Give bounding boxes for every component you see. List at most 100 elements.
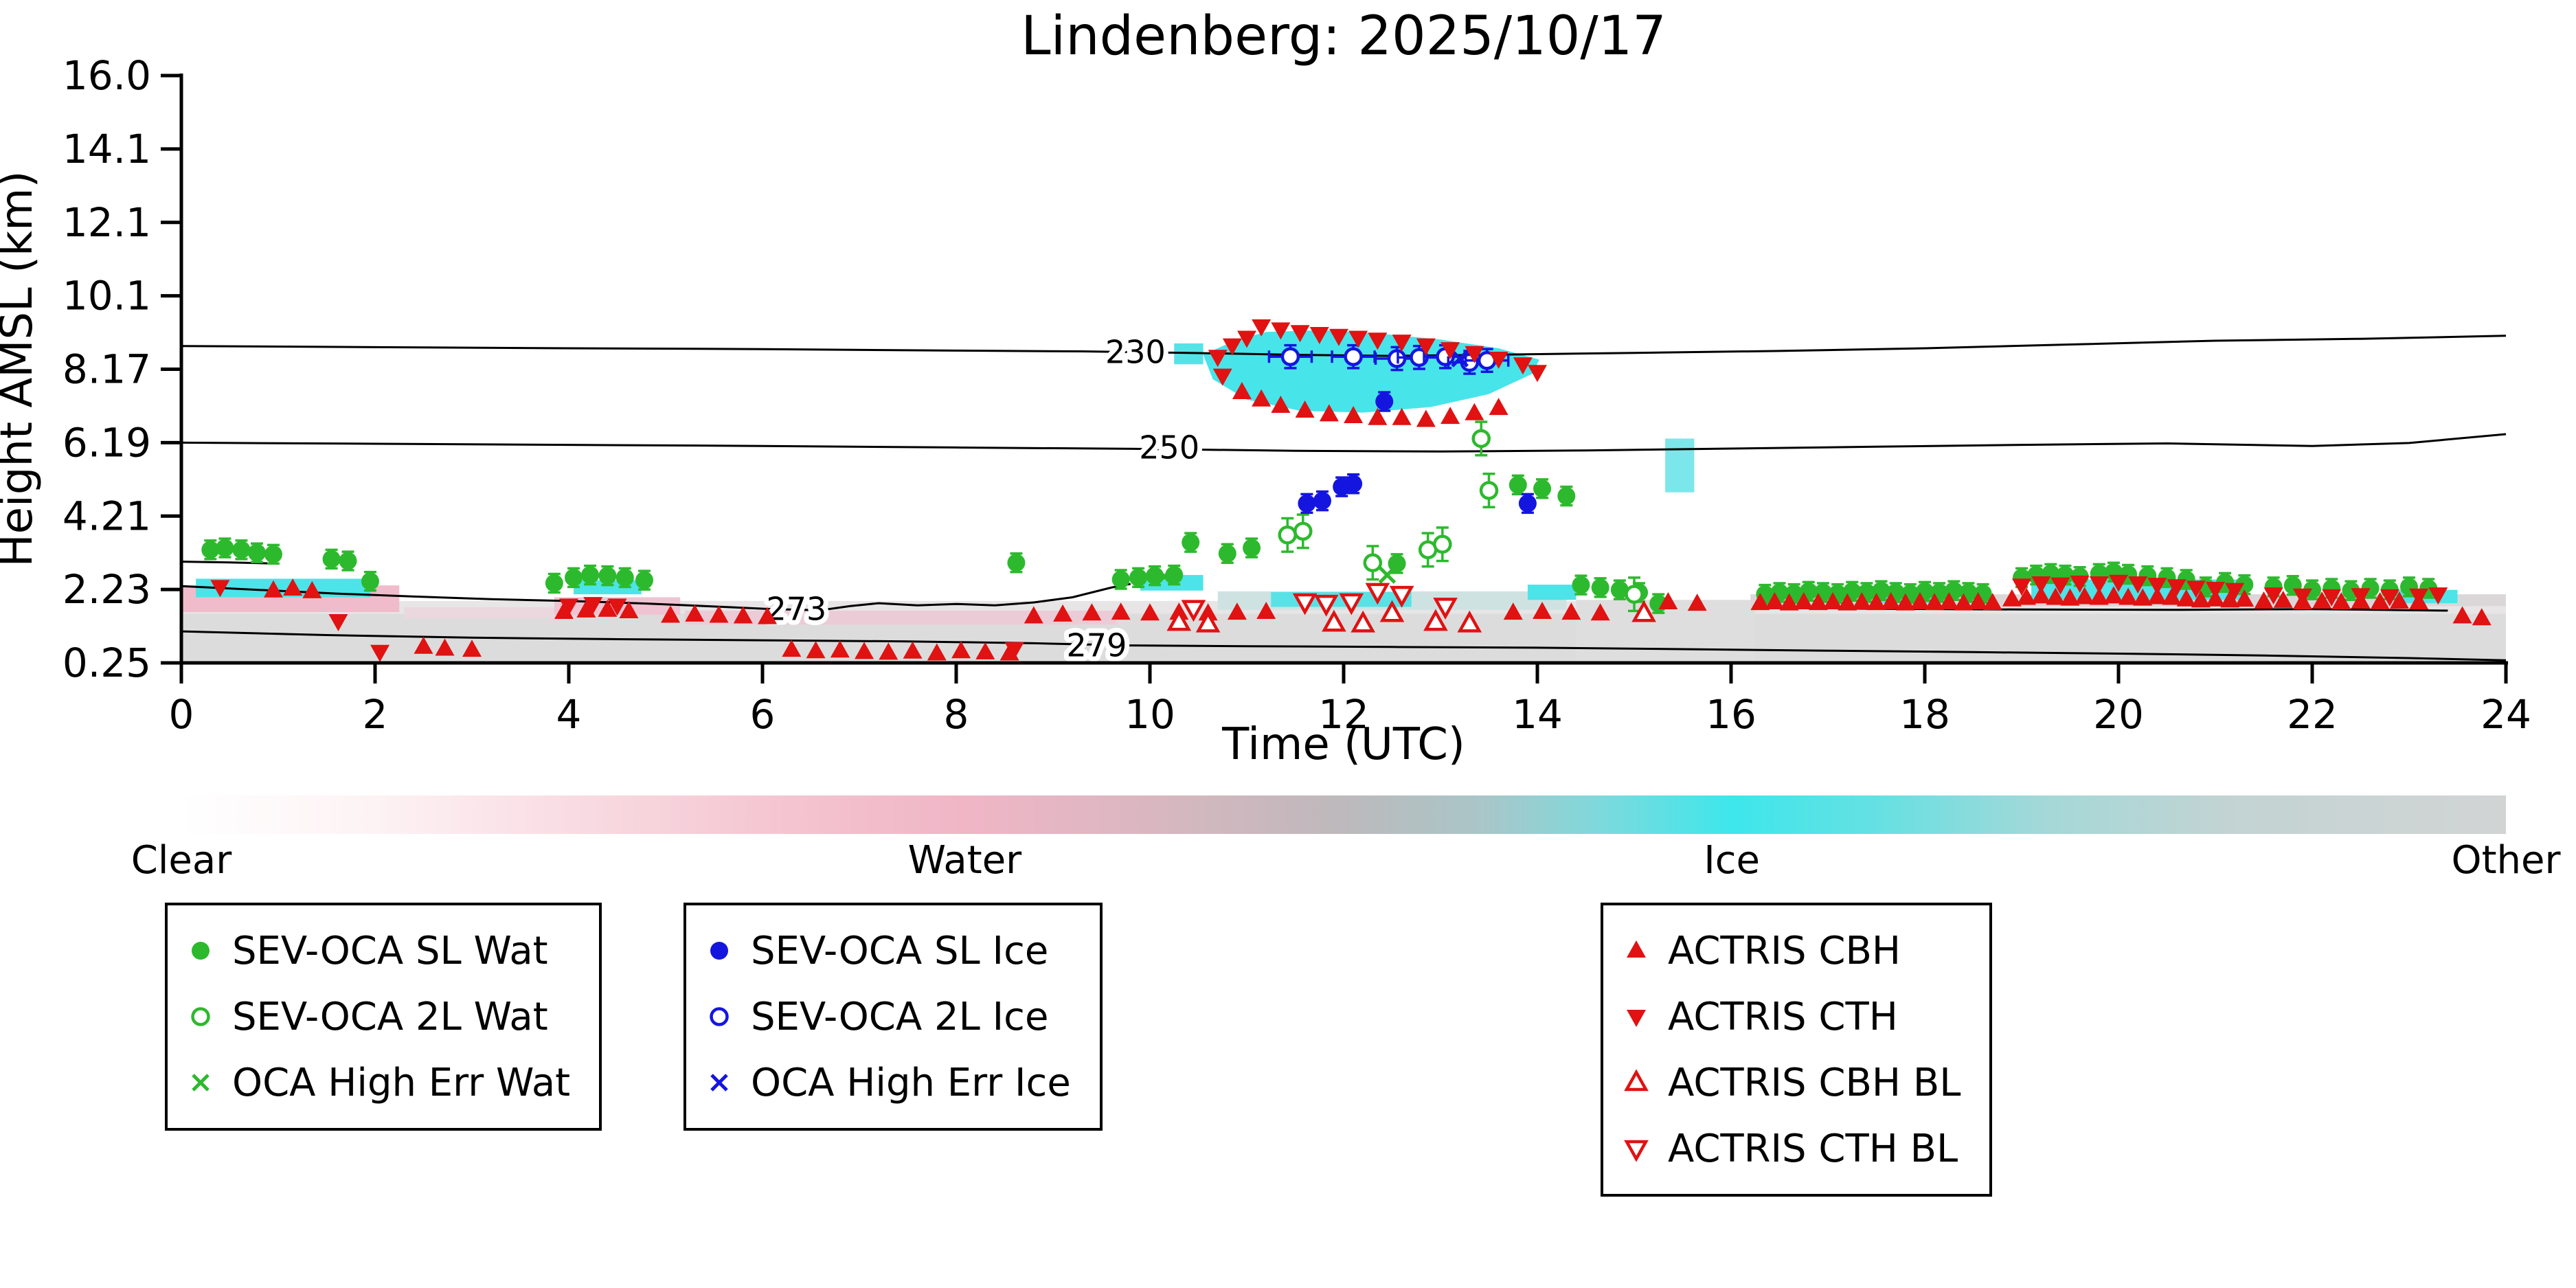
point-sev-oca-sl-wat <box>1218 544 1236 563</box>
y-tick-label: 8.17 <box>63 346 151 393</box>
point-actris-cbh <box>1968 592 1988 610</box>
point-actris-cbh <box>1779 593 1799 611</box>
x-axis-label: Time (UTC) <box>1221 719 1465 770</box>
point-actris-cbh <box>2273 590 2293 608</box>
point-sev-oca-sl-wat <box>1557 487 1576 506</box>
point-actris-cbh <box>1252 389 1272 407</box>
colorbar-label-ice: Ice <box>1704 838 1761 883</box>
legend-label: SEV-OCA 2L Ice <box>751 994 1049 1039</box>
class-patch <box>404 607 559 619</box>
point-sev-oca-sl-ice <box>710 942 728 960</box>
series-oca-high-err-wat <box>1155 566 1397 586</box>
point-actris-cbh <box>2017 587 2037 605</box>
point-actris-cbh <box>1838 593 1857 611</box>
point-sev-oca-sl-wat <box>1591 578 1609 597</box>
legend-water-products: SEV-OCA SL Wat SEV-OCA 2L Wat OCA High Err… <box>165 903 602 1131</box>
isotherm-label-279: 279 <box>1067 627 1127 664</box>
point-actris-cbh <box>1954 593 1974 611</box>
point-actris-cth <box>1627 1010 1646 1027</box>
legend-item-actris-cth-bl: ACTRIS CTH BL <box>1620 1116 1961 1182</box>
point-actris-cbh <box>263 580 283 598</box>
legend-item-oca-high-err-wat: OCA High Err Wat <box>184 1050 570 1116</box>
legend-label: SEV-OCA 2L Wat <box>232 994 548 1039</box>
point-actris-cth <box>2167 579 2187 597</box>
point-actris-cbh <box>2312 591 2332 609</box>
series-actris-cbh <box>263 381 2492 661</box>
point-actris-cbh <box>2089 587 2109 605</box>
legend-label: ACTRIS CBH BL <box>1668 1060 1961 1105</box>
point-actris-cth <box>1528 365 1547 383</box>
y-tick-label: 6.19 <box>63 419 151 466</box>
point-oca-high-err-ice <box>710 1074 728 1092</box>
point-actris-cbh <box>462 640 482 657</box>
point-actris-cbh <box>2119 587 2138 605</box>
series-sev-oca-2l-wat <box>1278 420 1644 613</box>
point-actris-cth <box>1252 319 1272 337</box>
point-actris-cth <box>328 614 348 632</box>
point-sev-oca-sl-wat <box>232 541 251 559</box>
point-actris-cth <box>2070 575 2090 593</box>
point-actris-cbh <box>806 641 826 659</box>
point-actris-cbh <box>1658 592 1678 610</box>
point-actris-cbh <box>2389 591 2409 609</box>
point-actris-cth <box>1416 338 1436 356</box>
point-actris-cbh <box>1416 409 1436 427</box>
isotherm-250 <box>181 433 2507 453</box>
point-actris-cth-bl <box>1389 585 1414 608</box>
point-actris-cth <box>1208 350 1228 368</box>
point-actris-cth <box>1465 346 1484 363</box>
x-tick-label: 16 <box>1706 691 1756 738</box>
legend-item-actris-cbh-bl: ACTRIS CBH BL <box>1620 1050 1961 1116</box>
point-oca-high-err-wat <box>1378 566 1397 584</box>
point-actris-cth <box>1271 322 1291 340</box>
point-actris-cbh <box>2235 589 2255 607</box>
isotherm-label-230: 230 <box>1105 334 1166 371</box>
point-sev-oca-sl-wat <box>1533 479 1552 498</box>
point-actris-cbh <box>1465 403 1484 420</box>
point-actris-cbh <box>2046 587 2066 605</box>
point-actris-cth <box>2012 578 2031 596</box>
point-actris-cbh <box>2060 588 2080 606</box>
point-actris-cbh <box>1852 592 1872 610</box>
point-sev-oca-sl-ice <box>1375 392 1394 411</box>
x-tick-label: 4 <box>556 691 582 738</box>
point-sev-oca-sl-wat <box>192 942 210 960</box>
point-actris-cth-bl <box>1365 583 1390 605</box>
series-sev-oca-2l-ice <box>1267 343 1510 375</box>
series-actris-cth-bl <box>1181 583 1458 622</box>
point-actris-cth <box>1392 335 1412 352</box>
point-actris-cth <box>2147 578 2167 596</box>
series-sev-oca-sl-ice <box>1298 391 1537 515</box>
point-actris-cbh <box>879 642 899 660</box>
actris-cth-marker-icon <box>1627 1010 1646 1027</box>
legend-item-sev-oca-sl-wat: SEV-OCA SL Wat <box>184 918 570 984</box>
colorbar-label-other: Other <box>2451 838 2561 883</box>
point-actris-cbh <box>685 604 705 622</box>
point-actris-cbh-bl <box>1624 1069 1649 1092</box>
point-actris-cth <box>1237 330 1256 348</box>
y-tick-label: 10.1 <box>63 273 151 319</box>
sev-oca-2l-wat-marker-icon <box>191 1007 210 1026</box>
point-actris-cth <box>210 580 230 598</box>
point-actris-cth <box>370 644 390 662</box>
point-actris-cbh <box>1895 593 1915 611</box>
legend-item-actris-cbh: ACTRIS CBH <box>1620 918 1961 984</box>
point-actris-cbh <box>1910 592 1930 610</box>
y-tick-label: 16.0 <box>63 52 151 99</box>
sev-oca-sl-ice-marker-icon <box>710 942 728 960</box>
legend-ice-products: SEV-OCA SL Ice SEV-OCA 2L Ice OCA High Err… <box>683 903 1103 1131</box>
y-tick-label: 14.1 <box>63 126 151 172</box>
legend-label: SEV-OCA SL Wat <box>232 928 548 973</box>
point-actris-cbh <box>1271 395 1291 413</box>
point-actris-cbh <box>782 640 802 657</box>
y-tick-label: 0.25 <box>63 640 151 686</box>
point-sev-oca-sl-wat <box>1572 576 1590 594</box>
legend-item-sev-oca-2l-ice: SEV-OCA 2L Ice <box>703 984 1071 1050</box>
point-actris-cbh <box>1503 602 1523 620</box>
isotherm-273 <box>181 583 1131 611</box>
point-actris-cbh-bl <box>1195 610 1221 633</box>
legend-label: ACTRIS CTH <box>1668 994 1898 1039</box>
actris-cth-bl-marker-icon <box>1624 1140 1649 1162</box>
point-sev-oca-2l-wat <box>1471 429 1491 449</box>
